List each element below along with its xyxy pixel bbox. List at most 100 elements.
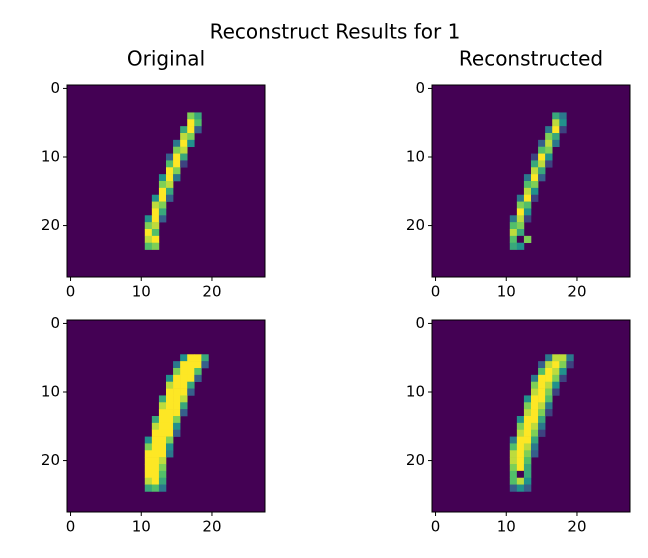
- pixel: [173, 416, 181, 424]
- pixel: [180, 395, 188, 403]
- pixel: [158, 174, 167, 182]
- pixel: [144, 443, 153, 451]
- pixel: [509, 450, 518, 458]
- x-tick-label: 10: [497, 283, 516, 301]
- pixel: [173, 388, 181, 396]
- pixel: [166, 416, 174, 424]
- pixel: [151, 429, 160, 437]
- pixel: [545, 126, 553, 134]
- pixel: [509, 235, 518, 244]
- pixel: [158, 201, 167, 209]
- x-tick-label: 10: [132, 283, 151, 301]
- pixel: [559, 374, 567, 383]
- pixel: [158, 187, 167, 196]
- pixel: [187, 361, 195, 369]
- pixel: [531, 167, 539, 175]
- pixel: [201, 354, 209, 362]
- pixel: [523, 422, 532, 431]
- pixel: [531, 422, 539, 431]
- pixel: [166, 174, 174, 182]
- pixel: [158, 402, 167, 410]
- pixel: [516, 470, 525, 479]
- pixel: [144, 242, 153, 250]
- axes-title: Reconstructed: [459, 47, 603, 71]
- pixel: [173, 409, 181, 417]
- pixel: [144, 229, 153, 237]
- pixel: [158, 395, 167, 403]
- pixel: [516, 229, 525, 237]
- pixel: [552, 112, 560, 120]
- pixel: [158, 429, 167, 437]
- pixel: [531, 194, 539, 202]
- pixel: [180, 126, 188, 134]
- pixel: [545, 402, 553, 410]
- pixel: [187, 112, 195, 120]
- pixel: [523, 187, 532, 196]
- pixel: [552, 388, 560, 396]
- pixel: [509, 229, 518, 237]
- pixel: [545, 388, 553, 396]
- pixel: [523, 235, 532, 244]
- pixel: [151, 477, 160, 485]
- x-tick-label: 0: [66, 518, 76, 536]
- pixel: [144, 457, 153, 465]
- pixel: [166, 436, 174, 444]
- pixel: [151, 194, 160, 202]
- y-tick-label: 20: [406, 216, 425, 234]
- pixel: [509, 443, 518, 451]
- pixel: [552, 381, 560, 389]
- pixel: [144, 436, 153, 444]
- pixel: [151, 470, 160, 479]
- pixel: [531, 181, 539, 189]
- pixel: [523, 181, 532, 189]
- pixel: [187, 374, 195, 383]
- pixel: [516, 208, 525, 216]
- y-tick-label: 10: [41, 148, 60, 166]
- pixel: [151, 450, 160, 458]
- pixel: [173, 167, 181, 175]
- pixel: [516, 416, 525, 424]
- pixel: [516, 450, 525, 458]
- pixel: [566, 354, 574, 362]
- axes-frame: [66, 319, 266, 513]
- pixel: [144, 484, 153, 492]
- pixel: [180, 354, 188, 362]
- x-tick-label: 0: [431, 518, 441, 536]
- pixel: [151, 229, 160, 237]
- pixel: [523, 450, 532, 458]
- pixel: [545, 133, 553, 141]
- pixel: [531, 402, 539, 410]
- pixel: [538, 139, 546, 148]
- pixel: [545, 354, 553, 362]
- pixel: [173, 395, 181, 403]
- pixel: [173, 381, 181, 389]
- pixel: [509, 484, 518, 492]
- pixel: [173, 402, 181, 410]
- pixel: [516, 464, 525, 472]
- pixel: [531, 153, 539, 161]
- pixel: [523, 457, 532, 465]
- pixel: [531, 436, 539, 444]
- pixel: [531, 409, 539, 417]
- pixel: [173, 174, 181, 182]
- pixel: [166, 153, 174, 161]
- pixel: [173, 153, 181, 161]
- pixel: [523, 201, 532, 209]
- y-tick-label: 0: [415, 314, 425, 332]
- pixel: [166, 374, 174, 383]
- pixel: [180, 139, 188, 148]
- pixel: [516, 422, 525, 431]
- pixel: [545, 139, 553, 148]
- pixel: [531, 374, 539, 383]
- pixel: [151, 464, 160, 472]
- pixel: [173, 160, 181, 168]
- pixel: [187, 139, 195, 148]
- pixel: [158, 443, 167, 451]
- pixel: [166, 422, 174, 431]
- x-tick-label: 0: [66, 283, 76, 301]
- pixel: [531, 160, 539, 168]
- x-tick-label: 20: [567, 518, 586, 536]
- pixel: [516, 457, 525, 465]
- pixel: [158, 477, 167, 485]
- pixel: [151, 416, 160, 424]
